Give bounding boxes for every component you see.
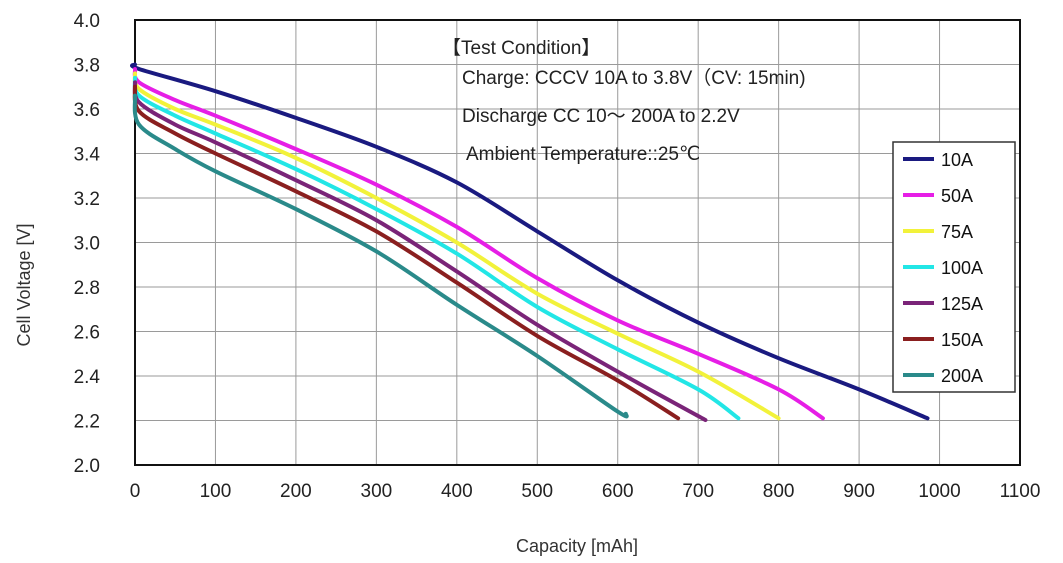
y-tick-label: 3.8 bbox=[74, 56, 100, 77]
y-tick-label: 2.6 bbox=[74, 323, 100, 344]
legend-label: 50A bbox=[941, 186, 973, 206]
y-tick-label: 3.6 bbox=[74, 100, 100, 121]
y-tick-label: 2.8 bbox=[74, 278, 100, 299]
y-tick-label: 2.0 bbox=[74, 456, 100, 477]
legend-label: 100A bbox=[941, 258, 983, 278]
x-tick-label: 200 bbox=[280, 481, 312, 502]
y-tick-label: 2.2 bbox=[74, 412, 100, 433]
annotation-block: 【Test Condition】 Charge: CCCV 10A to 3.8… bbox=[442, 37, 806, 165]
x-tick-label: 1100 bbox=[1000, 481, 1041, 502]
y-tick-label: 3.2 bbox=[74, 189, 100, 210]
y-tick-label: 3.4 bbox=[74, 145, 101, 166]
x-tick-label: 900 bbox=[843, 481, 875, 502]
annotation-temperature: Ambient Temperature::25℃ bbox=[466, 144, 700, 165]
y-axis-label: Cell Voltage [V] bbox=[14, 223, 34, 346]
legend-label: 125A bbox=[941, 294, 983, 314]
y-tick-label: 4.0 bbox=[74, 11, 100, 32]
x-tick-label: 500 bbox=[521, 481, 553, 502]
annotation-discharge: Discharge CC 10～ 200A to 2.2V bbox=[462, 106, 740, 127]
legend-label: 150A bbox=[941, 330, 983, 350]
series-line-150A bbox=[132, 84, 681, 421]
legend-label: 200A bbox=[941, 366, 983, 386]
x-axis-label: Capacity [mAh] bbox=[516, 536, 638, 556]
x-tick-label: 0 bbox=[130, 481, 141, 502]
plot-frame bbox=[134, 19, 1021, 466]
series-line-100A bbox=[132, 75, 741, 421]
x-tick-label: 1000 bbox=[918, 481, 960, 502]
x-tick-labels: 0 100 200 300 400 500 600 700 800 900 1000 1100 bbox=[130, 481, 1041, 502]
series-line-50A bbox=[132, 67, 825, 421]
series-line-125A bbox=[132, 80, 708, 423]
legend-items: 10A 50A 75A 100A 125A 150A 200A bbox=[903, 150, 983, 386]
annotation-charge: Charge: CCCV 10A to 3.8V（CV: 15min) bbox=[462, 67, 806, 89]
legend-label: 10A bbox=[941, 150, 973, 170]
y-tick-label: 3.0 bbox=[74, 234, 100, 255]
x-tick-label: 400 bbox=[441, 481, 473, 502]
x-tick-label: 800 bbox=[763, 481, 795, 502]
y-tick-label: 2.4 bbox=[74, 367, 101, 388]
x-tick-label: 100 bbox=[200, 481, 232, 502]
series-line-10A bbox=[130, 62, 930, 421]
series-line-200A bbox=[132, 93, 629, 419]
annotation-title: 【Test Condition】 bbox=[442, 37, 600, 59]
legend: 10A 50A 75A 100A 125A 150A 200A bbox=[892, 141, 1016, 393]
x-tick-label: 700 bbox=[682, 481, 714, 502]
series-layer bbox=[130, 62, 930, 423]
series-line-75A bbox=[132, 71, 781, 421]
legend-box bbox=[892, 141, 1016, 393]
legend-label: 75A bbox=[941, 222, 973, 242]
x-tick-label: 300 bbox=[361, 481, 393, 502]
y-tick-labels: 2.0 2.2 2.4 2.6 2.8 3.0 3.2 3.4 3.6 3.8 4.0 bbox=[74, 11, 101, 477]
x-tick-label: 600 bbox=[602, 481, 634, 502]
